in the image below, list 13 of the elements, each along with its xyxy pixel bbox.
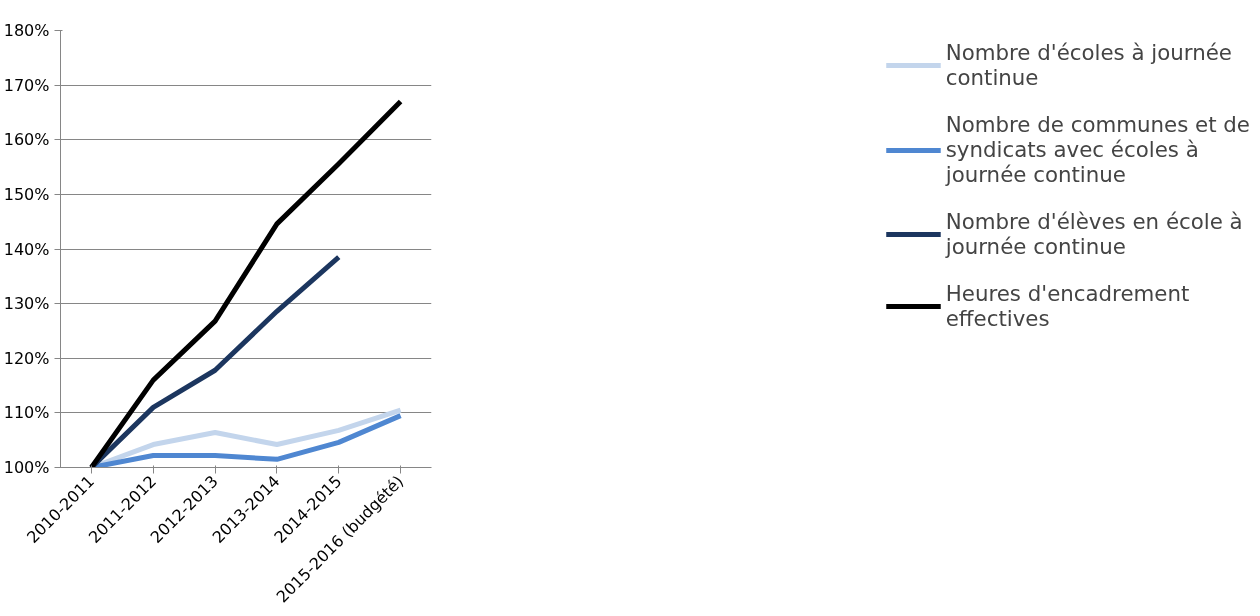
legend-label: Heures d'encadrement effectives <box>945 281 1190 331</box>
y-tick-label: 120% <box>3 348 50 368</box>
legend-label: Nombre d'élèves en école à journée continue <box>945 209 1243 259</box>
y-tick-label: 180% <box>3 21 50 40</box>
y-tick-label: 170% <box>3 75 50 95</box>
y-tick-label: 110% <box>3 403 50 423</box>
y-tick-label: 150% <box>3 184 50 204</box>
y-tick-label: 130% <box>3 294 50 314</box>
y-tick-label: 140% <box>3 239 50 259</box>
legend-label: Nombre d'écoles à journée continue <box>945 40 1232 90</box>
legend-label: Nombre de communes et de syndicats avec écoles à journée continue <box>945 112 1250 187</box>
y-tick-label: 160% <box>3 130 50 150</box>
y-tick-label: 100% <box>3 458 50 477</box>
